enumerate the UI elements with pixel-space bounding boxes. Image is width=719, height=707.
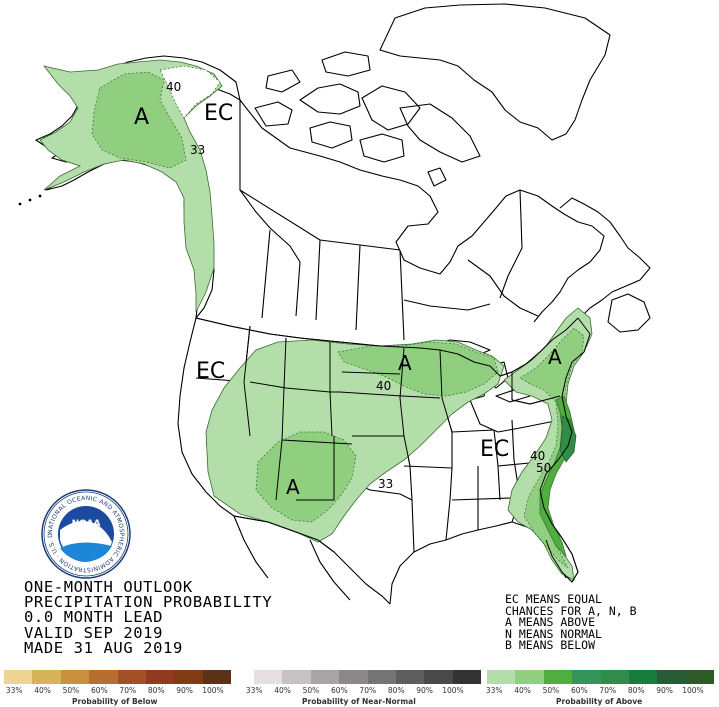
below-tick-100: 100% xyxy=(202,686,224,695)
above-swatch-50 xyxy=(543,670,573,684)
near-normal-swatch-70 xyxy=(367,670,396,684)
near-normal-swatch-60 xyxy=(339,670,368,684)
legend-key: EC MEANS EQUAL CHANCES FOR A, N, B A MEA… xyxy=(505,592,637,653)
label-se-50: 50 xyxy=(536,461,551,475)
title-line-5: MADE 31 AUG 2019 xyxy=(24,638,183,657)
label-alaska-a: A xyxy=(134,105,149,130)
near-normal-tick-70: 70% xyxy=(359,686,377,695)
map-labels: A EC 40 33 EC A A 40 A EC 33 40 50 xyxy=(134,80,562,499)
above-swatch-90 xyxy=(657,670,686,684)
label-north-a: A xyxy=(398,351,412,375)
near-normal-tick-33: 33% xyxy=(245,686,263,695)
near-normal-tick-100: 100% xyxy=(442,686,464,695)
alaska-above-region xyxy=(39,59,223,313)
above-swatch-60 xyxy=(572,670,601,684)
below-title: Probability of Below xyxy=(72,697,158,706)
above-color-bar xyxy=(487,670,715,684)
title-line-2: PRECIPITATION PROBABILITY xyxy=(24,593,273,612)
near-normal-ticks: 33% 40% 50% 60% 70% 80% 90% 100% xyxy=(240,686,467,695)
above-title: Probability of Above xyxy=(556,697,643,706)
near-normal-tick-80: 80% xyxy=(387,686,405,695)
above-swatch-70 xyxy=(600,670,629,684)
near-normal-swatch-40 xyxy=(282,670,311,684)
near-normal-swatch-33 xyxy=(254,670,283,684)
above-tick-90: 90% xyxy=(656,686,673,695)
above-tick-70: 70% xyxy=(599,686,617,695)
below-tick-60: 60% xyxy=(91,686,108,695)
below-tick-40: 40% xyxy=(34,686,51,695)
near-normal-tick-60: 60% xyxy=(331,686,348,695)
near-normal-swatch-90 xyxy=(424,670,453,684)
near-normal-title: Probability of Near-Normal xyxy=(302,697,416,706)
label-southeast-ec: EC xyxy=(480,437,509,462)
above-tick-60: 60% xyxy=(571,686,588,695)
label-se-40: 40 xyxy=(530,449,545,463)
key-line-5: B MEANS BELOW xyxy=(505,638,596,653)
below-tick-80: 80% xyxy=(147,686,165,695)
below-tick-33: 33% xyxy=(5,686,23,695)
near-normal-tick-90: 90% xyxy=(416,686,433,695)
near-normal-swatch-50 xyxy=(310,670,340,684)
canada-outline xyxy=(239,3,651,341)
below-color-bar xyxy=(4,670,232,684)
below-tick-90: 90% xyxy=(176,686,193,695)
label-west-ec: EC xyxy=(196,359,225,384)
below-swatch-70 xyxy=(117,670,146,684)
near-normal-swatch-80 xyxy=(395,670,425,684)
above-swatch-80 xyxy=(628,670,658,684)
above-swatch-40 xyxy=(515,670,544,684)
near-normal-swatch-100 xyxy=(452,670,482,684)
below-tick-70: 70% xyxy=(119,686,137,695)
above-tick-80: 80% xyxy=(627,686,645,695)
title-line-3: 0.0 MONTH LEAD xyxy=(24,608,164,627)
above-tick-100: 100% xyxy=(682,686,704,695)
key-line-3: A MEANS ABOVE xyxy=(505,615,596,630)
label-alaska-ec: EC xyxy=(204,101,233,126)
near-normal-tick-40: 40% xyxy=(274,686,291,695)
below-swatch-40 xyxy=(32,670,61,684)
below-swatch-60 xyxy=(89,670,118,684)
central-above-region xyxy=(205,339,505,543)
near-normal-tick-50: 50% xyxy=(302,686,320,695)
label-north-40: 40 xyxy=(376,379,391,393)
below-swatch-90 xyxy=(174,670,203,684)
above-swatch-33 xyxy=(487,670,516,684)
near-normal-color-bar xyxy=(254,670,482,684)
key-line-2: CHANCES FOR A, N, B xyxy=(505,603,637,618)
above-tick-50: 50% xyxy=(542,686,560,695)
border-overlay xyxy=(195,317,591,583)
key-line-4: N MEANS NORMAL xyxy=(505,626,602,641)
below-tick-50: 50% xyxy=(62,686,80,695)
below-swatch-100 xyxy=(202,670,232,684)
above-tick-33: 33% xyxy=(485,686,503,695)
label-southwest-a: A xyxy=(286,475,300,499)
below-swatch-80 xyxy=(145,670,175,684)
title-line-4: VALID SEP 2019 xyxy=(24,623,164,642)
below-ticks: 33% 40% 50% 60% 70% 80% 90% 100% xyxy=(0,686,227,695)
below-swatch-50 xyxy=(60,670,90,684)
above-swatch-100 xyxy=(685,670,715,684)
above-tick-40: 40% xyxy=(514,686,531,695)
above-ticks: 33% 40% 50% 60% 70% 80% 90% 100% xyxy=(480,686,707,695)
label-alaska-40: 40 xyxy=(166,80,181,94)
title-line-1: ONE-MONTH OUTLOOK xyxy=(24,578,193,596)
label-alaska-33: 33 xyxy=(190,143,205,157)
key-line-1: EC MEANS EQUAL xyxy=(505,592,602,606)
title-block: ONE-MONTH OUTLOOK PRECIPITATION PROBABIL… xyxy=(24,578,273,657)
label-south-33: 33 xyxy=(378,477,393,491)
noaa-logo-text: NOAA xyxy=(72,519,101,529)
label-northeast-a: A xyxy=(548,345,562,369)
below-swatch-33 xyxy=(4,670,33,684)
